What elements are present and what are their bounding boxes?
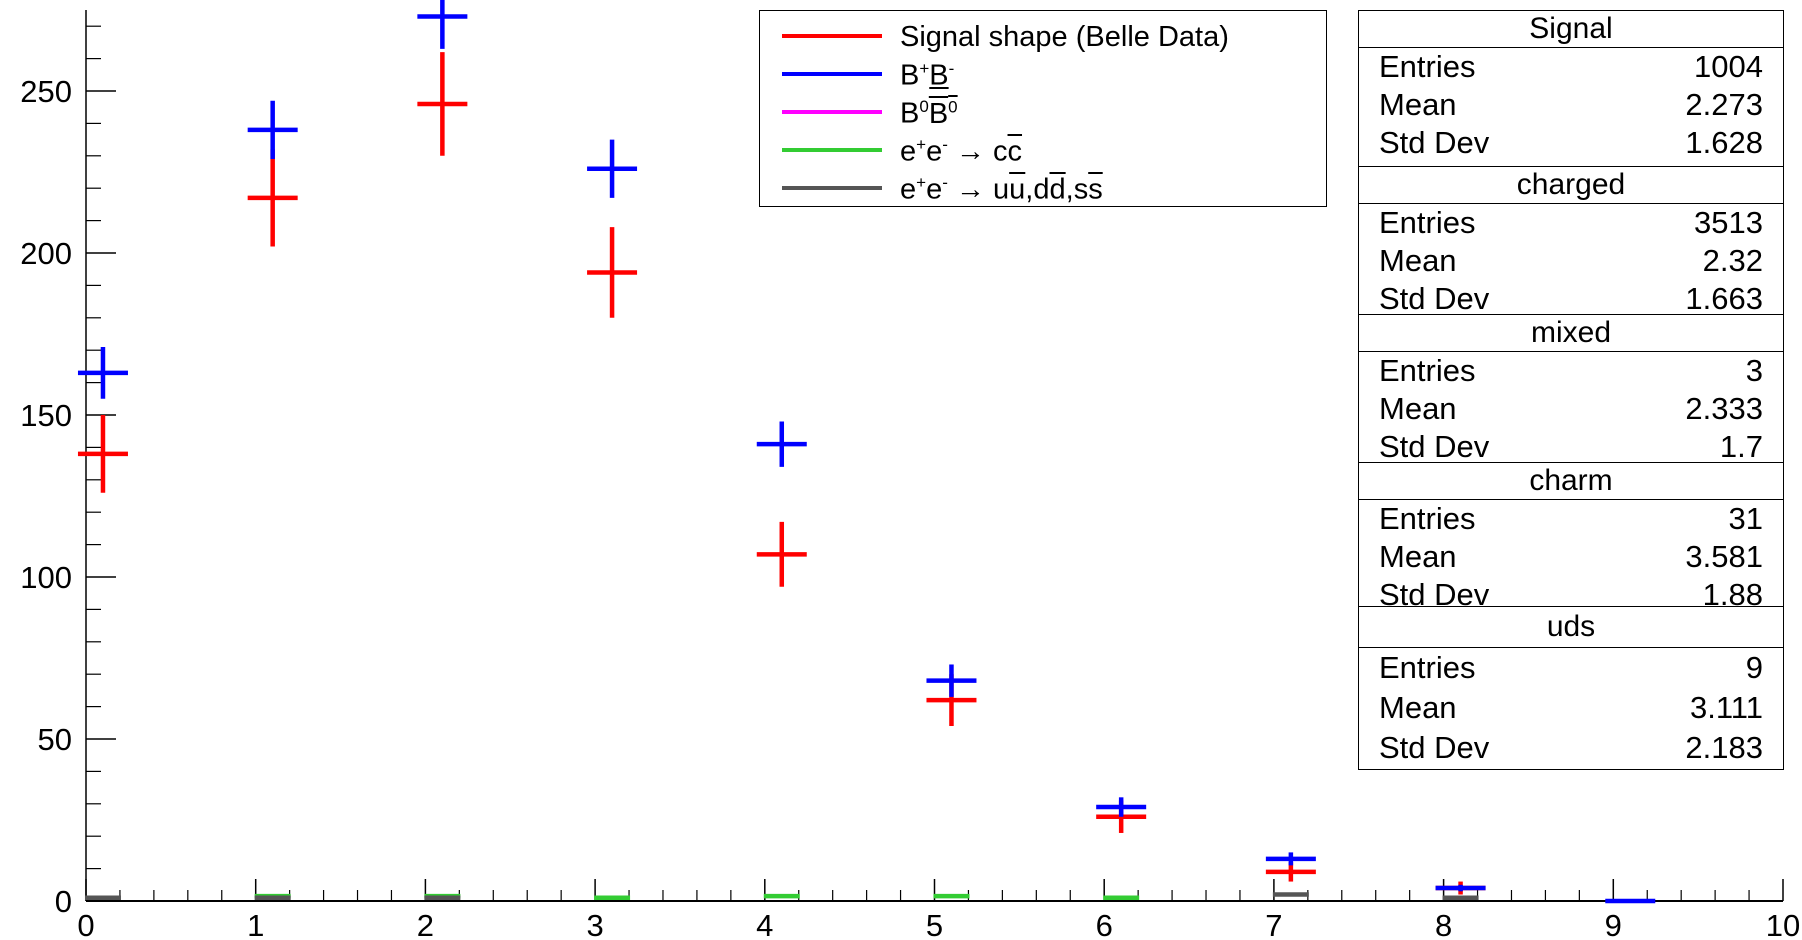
stats-title: charm (1359, 463, 1783, 500)
x-tick-label: 0 (77, 908, 94, 940)
stats-box-charged: charged Entries 3513 Mean 2.32 Std Dev 1.66… (1358, 166, 1784, 316)
stats-entries-row: Entries 1004 (1379, 49, 1763, 84)
stats-mean-row: Mean 2.32 (1379, 243, 1763, 278)
stats-std-row: Std Dev 2.183 (1379, 730, 1763, 765)
stats-std-row: Std Dev 1.663 (1379, 281, 1763, 316)
stats-box-charm: charm Entries 31 Mean 3.581 Std Dev 1.88 (1358, 462, 1784, 612)
stats-entries-row: Entries 31 (1379, 501, 1763, 536)
legend-swatch-charged (782, 72, 882, 76)
legend-item-signal: Signal shape (Belle Data) (760, 17, 1326, 55)
y-tick-label: 100 (20, 560, 72, 595)
stats-mean-row: Mean 3.111 (1379, 690, 1763, 725)
y-tick-label: 50 (38, 722, 72, 757)
x-tick-label: 6 (1096, 908, 1113, 940)
legend-item-charged: B+B- (760, 55, 1326, 93)
legend-item-mixed: B0B0 (760, 93, 1326, 131)
x-tick-label: 9 (1605, 908, 1622, 940)
legend-label-mixed: B0B0 (900, 97, 958, 130)
x-tick-label: 7 (1265, 908, 1282, 940)
legend-label-signal: Signal shape (Belle Data) (900, 21, 1229, 53)
legend: Signal shape (Belle Data) B+B- B0B0 e+e-… (759, 10, 1327, 207)
x-tick-label: 3 (586, 908, 603, 940)
stats-title: Signal (1359, 11, 1783, 48)
stats-mean-row: Mean 2.273 (1379, 87, 1763, 122)
stats-std-row: Std Dev 1.7 (1379, 429, 1763, 464)
x-tick-label: 5 (926, 908, 943, 940)
stats-entries-row: Entries 9 (1379, 650, 1763, 685)
y-tick-label: 200 (20, 236, 72, 271)
legend-label-uds: e+e- → uu,dd,ss (900, 173, 1103, 206)
stats-title: mixed (1359, 315, 1783, 352)
stats-entries-row: Entries 3 (1379, 353, 1763, 388)
y-tick-label: 250 (20, 74, 72, 109)
legend-swatch-signal (782, 34, 882, 38)
legend-swatch-uds (782, 186, 882, 190)
stats-entries-row: Entries 3513 (1379, 205, 1763, 240)
legend-swatch-charm (782, 148, 882, 152)
x-tick-label: 4 (756, 908, 773, 940)
stats-mean-row: Mean 3.581 (1379, 539, 1763, 574)
stats-title: charged (1359, 167, 1783, 204)
x-tick-label: 2 (417, 908, 434, 940)
stats-box-uds: uds Entries 9 Mean 3.111 Std Dev 2.183 (1358, 606, 1784, 770)
legend-label-charged: B+B- (900, 59, 955, 92)
legend-item-uds: e+e- → uu,dd,ss (760, 169, 1326, 207)
y-tick-label: 0 (55, 884, 72, 919)
stats-title: uds (1359, 607, 1783, 648)
legend-swatch-mixed (782, 110, 882, 114)
legend-item-charm: e+e- → cc (760, 131, 1326, 169)
stats-std-row: Std Dev 1.628 (1379, 125, 1763, 160)
legend-label-charm: e+e- → cc (900, 135, 1023, 168)
x-tick-label: 10 (1766, 908, 1800, 940)
x-tick-label: 8 (1435, 908, 1452, 940)
stats-box-signal: Signal Entries 1004 Mean 2.273 Std Dev 1.62… (1358, 10, 1784, 168)
stats-box-mixed: mixed Entries 3 Mean 2.333 Std Dev 1.7 (1358, 314, 1784, 464)
stats-mean-row: Mean 2.333 (1379, 391, 1763, 426)
x-tick-label: 1 (247, 908, 264, 940)
y-tick-label: 150 (20, 398, 72, 433)
